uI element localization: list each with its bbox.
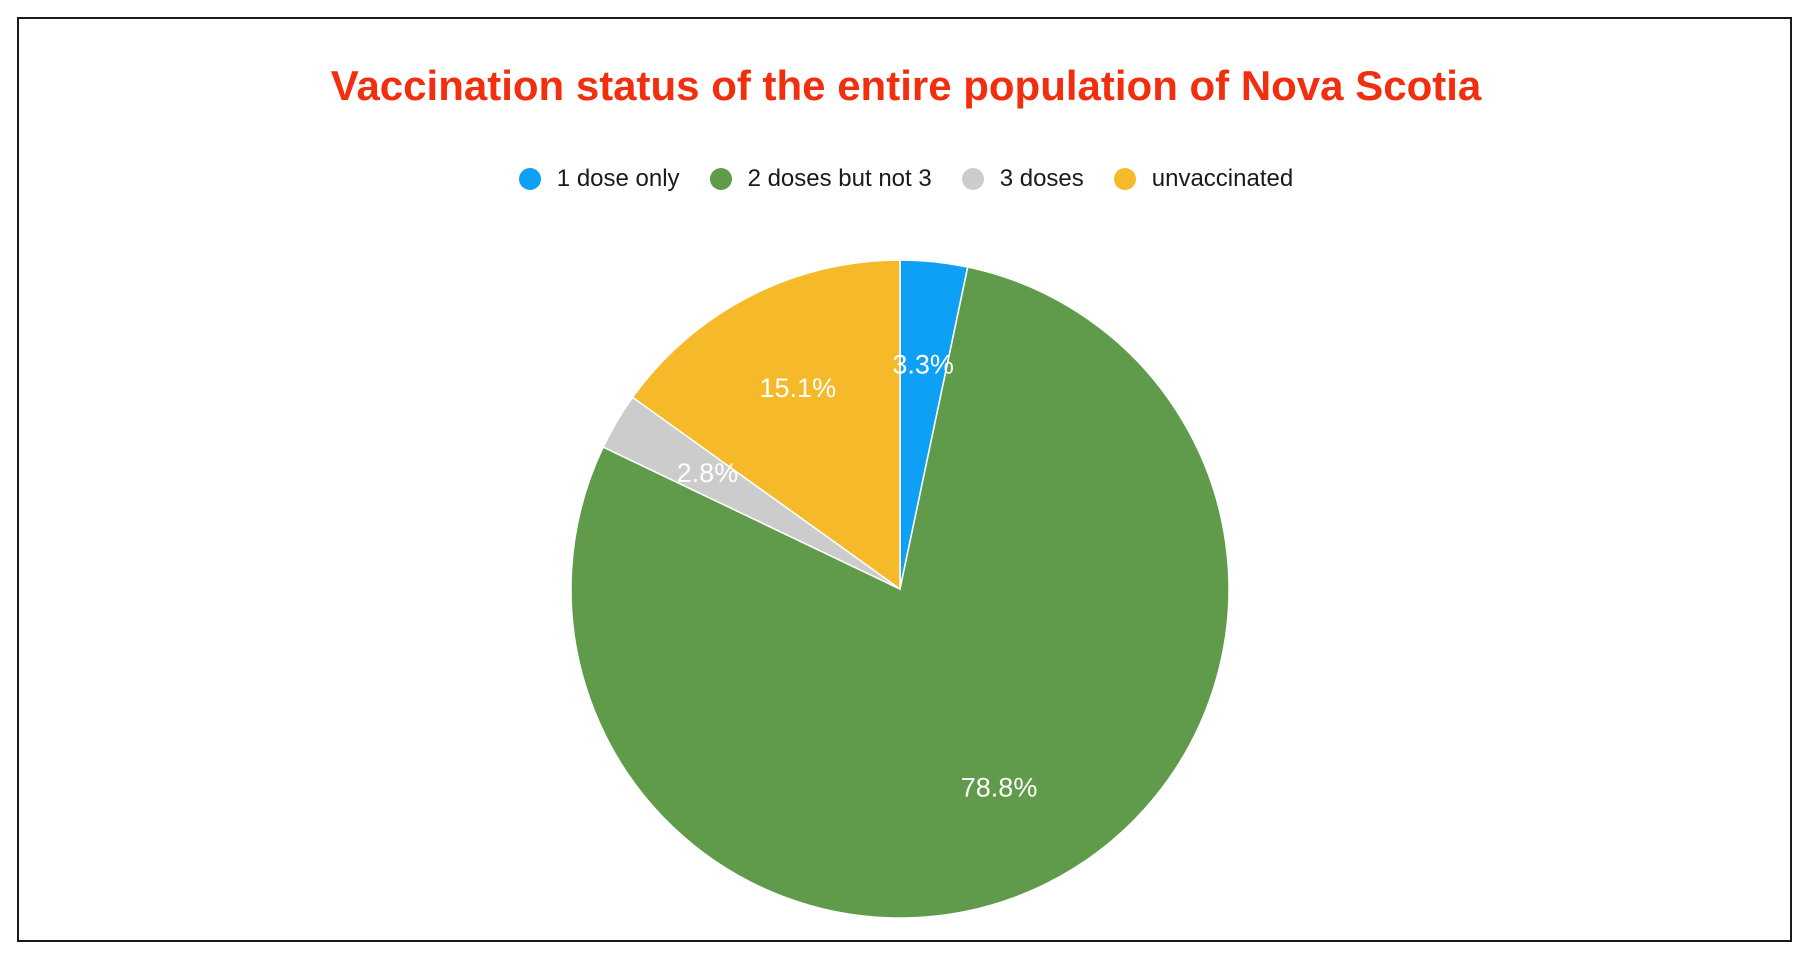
pie-slice — [570, 266, 1230, 919]
legend-label: 3 doses — [999, 165, 1084, 192]
slice-label: 15.1% — [760, 373, 837, 403]
legend-swatch — [961, 168, 984, 190]
legend-label: unvaccinated — [1151, 165, 1294, 192]
legend-swatch — [1113, 168, 1136, 190]
slice-label: 3.3% — [892, 350, 954, 380]
pie-slices — [570, 259, 1230, 919]
chart-legend: 1 dose only 2 doses but not 3 3 doses unvac… — [0, 165, 1812, 193]
slice-label: 2.8% — [677, 458, 739, 488]
chart-title: Vaccination status of the entire populat… — [330, 62, 1482, 109]
legend-item: 2 doses but not 3 — [709, 165, 932, 193]
legend-label: 2 doses but not 3 — [747, 165, 932, 192]
legend-label: 1 dose only — [556, 165, 680, 192]
legend-item: unvaccinated — [1113, 165, 1294, 193]
legend-item: 3 doses — [961, 165, 1084, 193]
pie-slice — [631, 259, 901, 591]
legend-swatch — [709, 168, 732, 190]
slice-label: 78.8% — [961, 773, 1038, 803]
pie-labels: 3.3% 78.8% 2.8% 15.1% — [677, 350, 1038, 803]
legend-item: 1 dose only — [518, 165, 680, 193]
legend-swatch — [518, 168, 541, 190]
